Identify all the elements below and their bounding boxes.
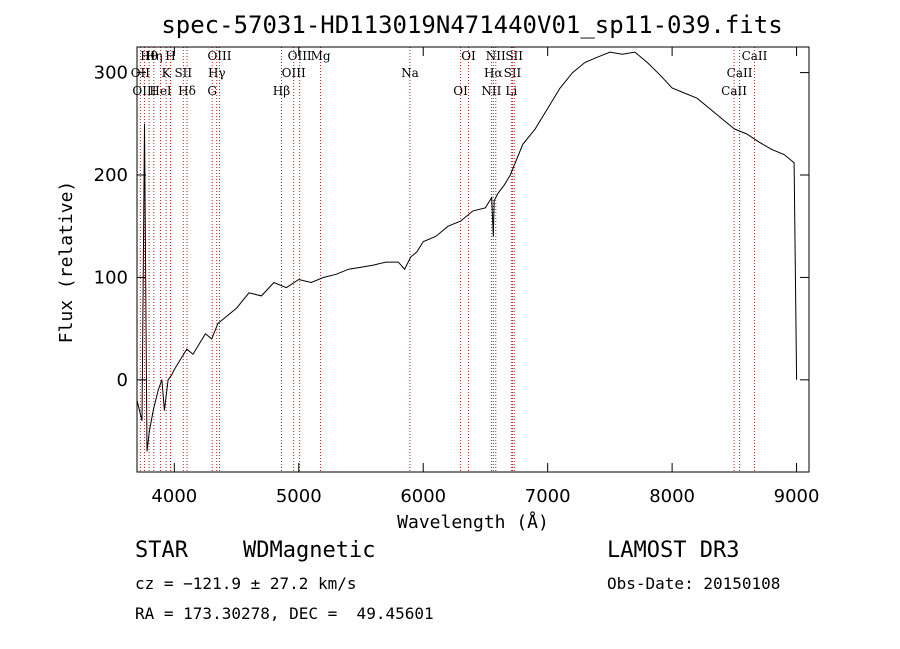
x-axis-label: Wavelength (Å) [397,511,549,533]
survey-label: LAMOST DR3 [607,538,740,563]
spectral-line-label: Mg [311,49,331,63]
x-tick-label: 5000 [276,486,322,507]
plot-frame [136,46,810,473]
y-tick-label: 200 [94,165,128,186]
spectral-line-label: OI [461,49,476,63]
axis-ticks: 4000 5000 6000 7000 8000 9000 0 100 200 300 [94,47,820,507]
x-tick-label: 8000 [649,486,695,507]
spectral-line-label: SII [504,66,522,80]
spectral-line-label: OI [453,84,468,98]
spectral-line-label: OIII [288,49,312,63]
series-group [136,51,798,452]
spectral-line-label: SII [174,66,192,80]
spectral-line-label: NII [486,49,506,63]
cz-value: cz = −121.9 ± 27.2 km/s [135,574,357,593]
spectral-line-label: NII [481,84,501,98]
x-tick-label: 6000 [400,486,446,507]
spectral-line-markers: HθOIIOIIIHηKHeIHSIIHδOIIIHγGOIIIOIIIHβMg… [131,47,768,472]
spectral-line-label: K [162,66,172,80]
class-label: STAR [135,538,188,563]
y-tick-label: 0 [117,370,128,391]
spectral-line-label: Hα [484,66,503,80]
spectral-line-label: OIII [282,66,306,80]
x-tick-label: 4000 [151,486,197,507]
spectral-line-label: CaII [742,49,768,63]
spectral-line-label: OIII [207,49,231,63]
spectral-line-label: CaII [721,84,747,98]
spectral-line-label: Li [505,84,517,98]
spectral-line-label: OIII [132,84,156,98]
x-tick-label: 7000 [525,486,571,507]
chart-title: spec-57031-HD113019N471440V01_sp11-039.f… [161,11,782,39]
spectral-line-label: Na [401,66,419,80]
y-tick-label: 300 [94,63,128,84]
ra-dec: RA = 173.30278, DEC = 49.45601 [135,604,434,623]
spectral-line-label: CaII [727,66,753,80]
spectral-line-label: Hγ [208,66,226,80]
y-tick-label: 100 [94,267,128,288]
spectral-line-label: H [165,49,175,63]
spectral-line-label: SII [505,49,523,63]
spectral-line-label: HeI [149,84,172,98]
spectral-line-label: Hβ [273,84,290,98]
x-tick-label: 9000 [774,486,820,507]
spectral-line-label: Hη [145,49,163,63]
spectral-line-label: Hδ [178,84,196,98]
obs-date: Obs-Date: 20150108 [607,574,781,593]
y-axis-label: Flux (relative) [56,181,77,344]
subclass-label: WDMagnetic [243,538,376,563]
series-line-flux [136,51,798,452]
spectral-line-label: G [207,84,217,98]
